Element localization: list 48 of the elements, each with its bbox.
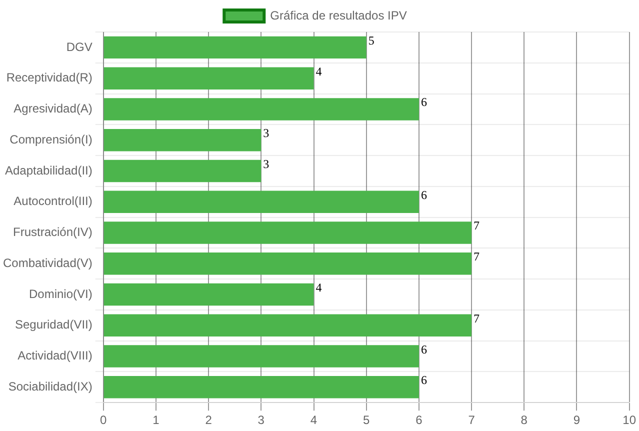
- y-tick-label: Frustración(IV): [13, 225, 92, 240]
- bar: [104, 190, 419, 213]
- bar: [104, 283, 314, 306]
- x-tick-label: 4: [310, 413, 318, 428]
- y-tick-label: Autocontrol(III): [14, 194, 92, 208]
- bar: [104, 128, 262, 152]
- data-label: 6: [420, 95, 427, 110]
- data-label: 4: [316, 64, 322, 78]
- x-tick-label: 5: [363, 413, 370, 428]
- data-label: 5: [368, 33, 374, 48]
- bar: [104, 36, 366, 59]
- data-label: 6: [420, 342, 427, 356]
- x-tick-label: 9: [573, 413, 580, 428]
- legend-label: Gráfica de resultados IPV: [270, 8, 407, 22]
- bar: [104, 252, 472, 275]
- y-tick-label: Adaptabilidad(II): [4, 163, 92, 178]
- data-label: 3: [263, 126, 270, 140]
- data-label: 7: [474, 311, 480, 326]
- x-tick-label: 7: [468, 413, 476, 428]
- data-label: 7: [474, 250, 480, 264]
- x-tick-label: 6: [416, 413, 423, 428]
- x-tick-label: 8: [520, 413, 528, 428]
- y-tick-label: Actividad(VIII): [18, 348, 92, 363]
- bar: [104, 376, 419, 398]
- y-tick-label: Combatividad(V): [2, 256, 92, 270]
- x-tick-label: 1: [152, 413, 160, 428]
- x-tick-label: 3: [258, 413, 265, 428]
- y-tick-label: Sociabilidad(IX): [8, 379, 92, 394]
- y-tick-label: Dominio(VI): [29, 286, 92, 301]
- bar: [104, 314, 472, 337]
- bar: [104, 98, 419, 120]
- x-tick-label: 0: [100, 413, 108, 428]
- data-label: 3: [263, 156, 270, 171]
- data-label: 4: [316, 280, 322, 295]
- x-tick-label: 10: [622, 413, 636, 428]
- y-tick-label: Seguridad(VII): [14, 318, 92, 332]
- data-label: 6: [420, 188, 427, 202]
- y-tick-label: Agresividad(A): [14, 102, 92, 116]
- bar: [104, 222, 472, 244]
- y-tick-label: DGV: [66, 40, 92, 54]
- data-label: 6: [420, 373, 427, 388]
- bar: [104, 160, 262, 182]
- data-label: 7: [474, 218, 480, 233]
- bar: [104, 345, 419, 368]
- bar: [104, 67, 314, 90]
- y-tick-label: Comprensión(I): [10, 132, 92, 146]
- y-tick-label: Receptividad(R): [6, 70, 92, 85]
- x-tick-label: 2: [205, 413, 212, 428]
